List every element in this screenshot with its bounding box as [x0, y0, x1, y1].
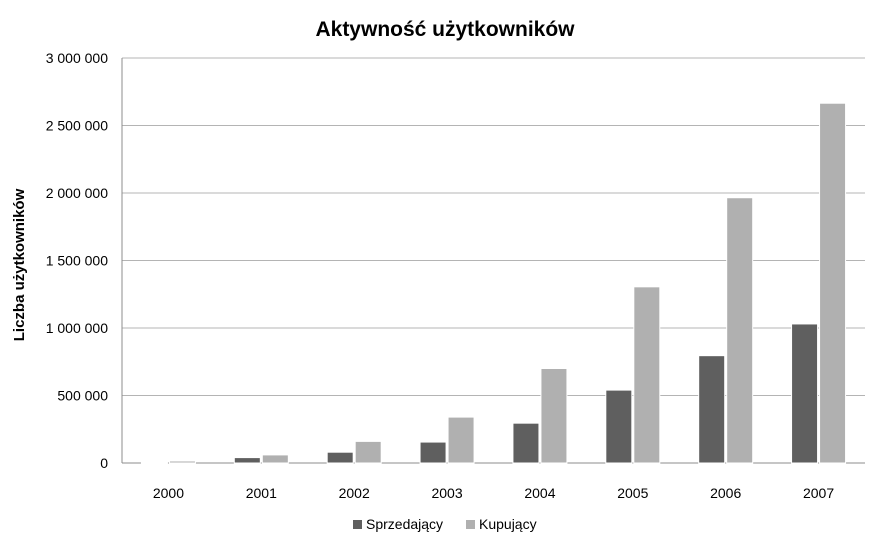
- bar-kupujacy-2004: [540, 368, 568, 464]
- x-tick-label: 2001: [246, 485, 277, 501]
- y-tick-label: 1 500 000: [46, 253, 108, 269]
- bar-sprzedajacy-2002: [326, 451, 354, 464]
- legend-label: Sprzedający: [366, 516, 443, 532]
- legend-swatch: [353, 520, 362, 529]
- x-tick-label: 2007: [803, 485, 834, 501]
- legend-swatch: [466, 520, 475, 529]
- x-tick-label: 2003: [431, 485, 462, 501]
- legend-label: Kupujący: [479, 516, 537, 532]
- bar-sprzedajacy-2004: [512, 422, 540, 464]
- bar-sprzedajacy-2007: [791, 323, 819, 464]
- bar-sprzedajacy-2001: [233, 457, 261, 464]
- y-tick-label: 0: [100, 455, 108, 471]
- bar-sprzedajacy-2003: [419, 441, 447, 464]
- bar-kupujacy-2006: [726, 197, 754, 464]
- legend: Sprzedający Kupujący: [353, 516, 537, 532]
- x-tick-label: 2004: [524, 485, 555, 501]
- bar-sprzedajacy-2000: [140, 461, 168, 464]
- y-tick-label: 2 500 000: [46, 118, 108, 134]
- y-axis-ticks: 0 500 000 1 000 000 1 500 000 2 000 000 2 500…: [46, 50, 109, 471]
- y-tick-label: 500 000: [57, 388, 108, 404]
- bar-kupujacy-2003: [447, 416, 475, 464]
- bar-sprzedajacy-2005: [605, 389, 633, 464]
- bar-kupujacy-2005: [633, 286, 661, 464]
- gridlines: [121, 57, 865, 464]
- bar-kupujacy-2002: [354, 440, 382, 464]
- chart-title: Aktywność użytkowników: [315, 18, 575, 41]
- x-tick-label: 2006: [710, 485, 741, 501]
- bar-kupujacy-2000: [168, 460, 196, 464]
- y-tick-label: 1 000 000: [46, 320, 108, 336]
- bars: [140, 102, 847, 464]
- y-axis-label: Liczba użytkowników: [11, 188, 28, 341]
- bar-kupujacy-2007: [819, 102, 847, 464]
- y-tick-label: 2 000 000: [46, 185, 108, 201]
- x-tick-label: 2005: [617, 485, 648, 501]
- x-tick-label: 2000: [153, 485, 184, 501]
- bar-sprzedajacy-2006: [698, 355, 726, 464]
- x-tick-label: 2002: [339, 485, 370, 501]
- y-tick-label: 3 000 000: [46, 50, 108, 66]
- x-axis-ticks: 2000 2001 2002 2003 2004 2005 2006 2007: [153, 485, 834, 501]
- bar-kupujacy-2001: [261, 454, 289, 464]
